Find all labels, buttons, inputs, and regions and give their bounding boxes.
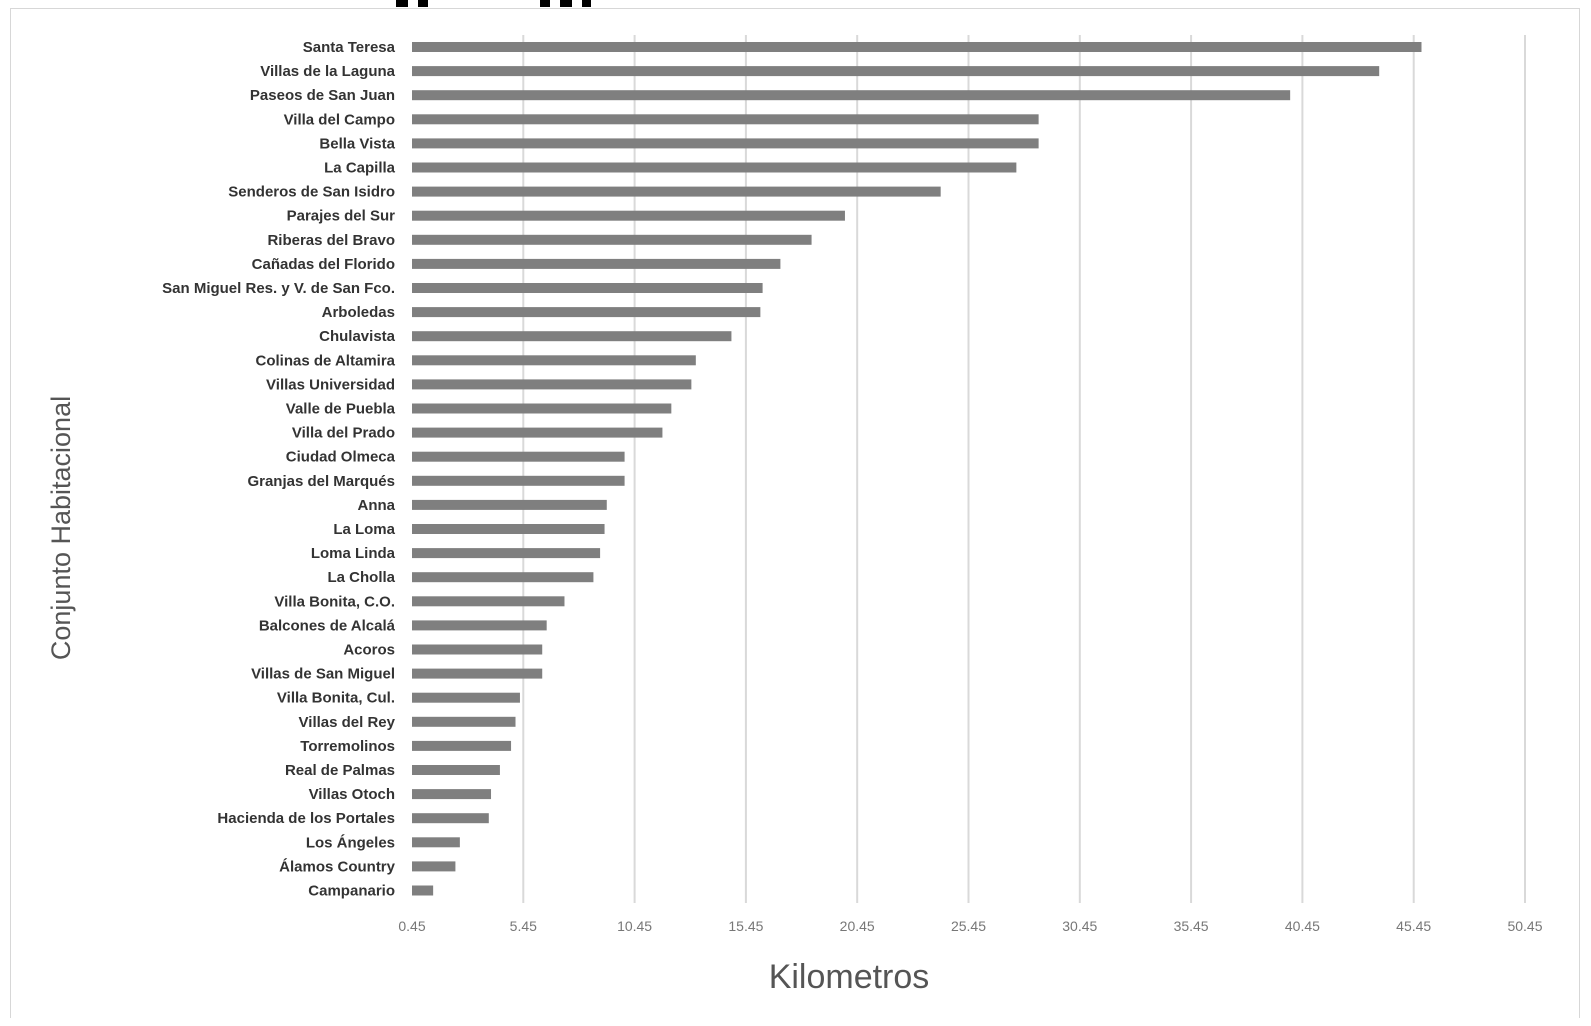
x-tick-label: 45.45 xyxy=(1396,918,1431,934)
bar xyxy=(412,740,512,751)
category-label: Acoros xyxy=(343,642,395,659)
category-label: Villa Bonita, C.O. xyxy=(274,593,395,610)
bar xyxy=(412,355,696,366)
bar xyxy=(412,861,456,872)
bar xyxy=(412,451,625,462)
x-tick-labels: 0.45 5.45 10.45 15.45 20.45 25.45 30.45 35.45 40… xyxy=(398,918,1542,934)
bar xyxy=(412,668,543,679)
bar xyxy=(412,596,565,607)
category-label: Cañadas del Florido xyxy=(252,256,395,273)
bar xyxy=(412,42,1422,52)
category-label: Arboledas xyxy=(322,304,395,321)
bar xyxy=(412,475,625,486)
category-label: Chulavista xyxy=(319,328,396,345)
bar xyxy=(412,403,672,414)
bar xyxy=(412,258,781,269)
bar xyxy=(412,644,543,655)
category-label: Hacienda de los Portales xyxy=(217,810,395,827)
category-label: San Miguel Res. y V. de San Fco. xyxy=(162,280,395,297)
category-label: Villas de San Miguel xyxy=(251,666,395,683)
x-axis-title: Kilometros xyxy=(769,958,930,996)
category-label: La Capilla xyxy=(324,160,396,177)
bar xyxy=(412,524,605,534)
category-label: Real de Palmas xyxy=(285,762,395,779)
category-labels: Santa Teresa Villas de la Laguna Paseos de… xyxy=(162,39,396,900)
bar xyxy=(412,572,594,583)
category-label: La Cholla xyxy=(327,569,395,586)
bar xyxy=(412,620,547,631)
bar xyxy=(412,138,1039,149)
bar xyxy=(412,90,1291,101)
x-tick-label: 15.45 xyxy=(728,918,763,934)
bar xyxy=(412,114,1039,125)
x-tick-label: 30.45 xyxy=(1062,918,1097,934)
category-label: Santa Teresa xyxy=(303,39,396,56)
category-label: Torremolinos xyxy=(300,738,395,755)
category-label: Villa del Prado xyxy=(292,425,395,442)
bar xyxy=(412,499,607,510)
bar xyxy=(412,307,761,318)
category-label: Parajes del Sur xyxy=(287,208,396,225)
category-label: Bella Vista xyxy=(319,135,395,152)
gridlines xyxy=(522,35,1526,903)
x-tick-label: 40.45 xyxy=(1285,918,1320,934)
chart-frame xyxy=(10,8,1580,1018)
category-label: La Loma xyxy=(333,521,395,538)
bar xyxy=(412,837,460,848)
category-label: Villas del Rey xyxy=(299,714,396,731)
x-tick-label: 5.45 xyxy=(510,918,537,934)
category-label: Granjas del Marqués xyxy=(247,473,395,490)
bars xyxy=(412,42,1422,896)
category-label: Campanario xyxy=(308,883,395,900)
category-label: Villas de la Laguna xyxy=(260,63,395,80)
bar xyxy=(412,813,489,824)
category-label: Senderos de San Isidro xyxy=(228,184,395,201)
bar xyxy=(412,789,492,800)
y-axis-title: Conjunto Habitacional xyxy=(46,396,76,660)
category-label: Los Ángeles xyxy=(306,834,395,851)
bar xyxy=(412,234,812,245)
x-tick-label: 50.45 xyxy=(1507,918,1542,934)
category-label: Villa del Campo xyxy=(284,111,395,128)
x-tick-label: 25.45 xyxy=(951,918,986,934)
category-label: Ciudad Olmeca xyxy=(286,449,396,466)
x-tick-label: 0.45 xyxy=(398,918,425,934)
bar xyxy=(412,186,941,197)
bar xyxy=(412,548,601,559)
bar xyxy=(412,283,763,293)
title-fragment xyxy=(396,0,591,7)
bar xyxy=(412,162,1017,173)
bar xyxy=(412,765,500,775)
category-label: Riberas del Bravo xyxy=(267,232,395,249)
category-label: Villas Otoch xyxy=(309,786,395,803)
bar xyxy=(412,210,845,221)
bar xyxy=(412,66,1380,77)
category-label: Colinas de Altamira xyxy=(256,352,396,369)
category-label: Álamos Country xyxy=(279,858,396,875)
bar xyxy=(412,331,732,342)
x-tick-label: 10.45 xyxy=(617,918,652,934)
bar xyxy=(412,716,516,727)
bar xyxy=(412,427,663,438)
category-label: Balcones de Alcalá xyxy=(259,617,396,634)
category-label: Anna xyxy=(358,497,396,514)
x-tick-label: 35.45 xyxy=(1174,918,1209,934)
bar xyxy=(412,692,520,703)
category-label: Villa Bonita, Cul. xyxy=(277,690,395,707)
bar xyxy=(412,885,434,896)
category-label: Valle de Puebla xyxy=(286,401,396,418)
category-label: Villas Universidad xyxy=(266,376,395,393)
bar xyxy=(412,379,692,390)
category-label: Paseos de San Juan xyxy=(250,87,395,104)
x-tick-label: 20.45 xyxy=(840,918,875,934)
category-label: Loma Linda xyxy=(311,545,396,562)
